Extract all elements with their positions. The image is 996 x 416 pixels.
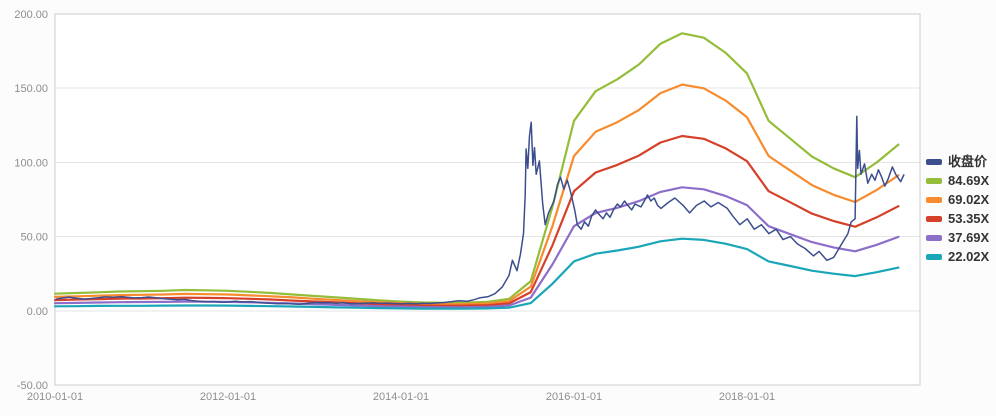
legend-item-close-price[interactable]: 收盘价 bbox=[926, 154, 989, 169]
legend-marker bbox=[926, 158, 942, 165]
y-axis-tick-label: 0.00 bbox=[27, 306, 48, 318]
legend-marker bbox=[926, 177, 942, 184]
band-line-84-69x bbox=[53, 32, 900, 304]
band-line-69-02x bbox=[53, 83, 900, 306]
legend: 收盘价 84.69X 69.02X 53.35X 37.69X 22.02X bbox=[926, 154, 989, 264]
legend-marker bbox=[926, 253, 942, 260]
x-axis-tick-label: 2012-01-01 bbox=[200, 391, 256, 403]
close-price-line bbox=[55, 115, 905, 306]
y-axis-tick-label: 150.00 bbox=[14, 83, 48, 95]
plot-border bbox=[54, 13, 921, 386]
y-axis-tick-label: 100.00 bbox=[14, 157, 48, 169]
legend-item-37-69x[interactable]: 37.69X bbox=[926, 230, 989, 245]
x-axis-tick-label: 2014-01-01 bbox=[373, 391, 429, 403]
legend-label: 37.69X bbox=[948, 230, 990, 245]
legend-label: 84.69X bbox=[948, 173, 990, 188]
legend-item-53-35x[interactable]: 53.35X bbox=[926, 211, 989, 226]
legend-label: 收盘价 bbox=[948, 154, 988, 169]
band-line-22-02x bbox=[53, 237, 900, 310]
legend-item-22-02x[interactable]: 22.02X bbox=[926, 249, 989, 264]
legend-item-69-02x[interactable]: 69.02X bbox=[926, 192, 989, 207]
y-axis-tick-label: -50.00 bbox=[17, 380, 48, 392]
legend-item-84-69x[interactable]: 84.69X bbox=[926, 173, 989, 188]
x-axis-tick-label: 2010-01-01 bbox=[27, 391, 83, 403]
band-line-53-35x bbox=[53, 134, 900, 307]
legend-label: 69.02X bbox=[948, 192, 990, 207]
y-axis-tick-label: 200.00 bbox=[14, 9, 48, 21]
x-axis-tick-label: 2018-01-01 bbox=[719, 391, 775, 403]
legend-label: 53.35X bbox=[948, 211, 990, 226]
plot-background bbox=[55, 14, 920, 385]
y-axis-tick-label: 50.00 bbox=[20, 232, 48, 244]
x-axis-tick-label: 2016-01-01 bbox=[546, 391, 602, 403]
legend-label: 22.02X bbox=[948, 249, 990, 264]
legend-marker bbox=[926, 234, 942, 241]
legend-marker bbox=[926, 196, 942, 203]
legend-marker bbox=[926, 215, 942, 222]
